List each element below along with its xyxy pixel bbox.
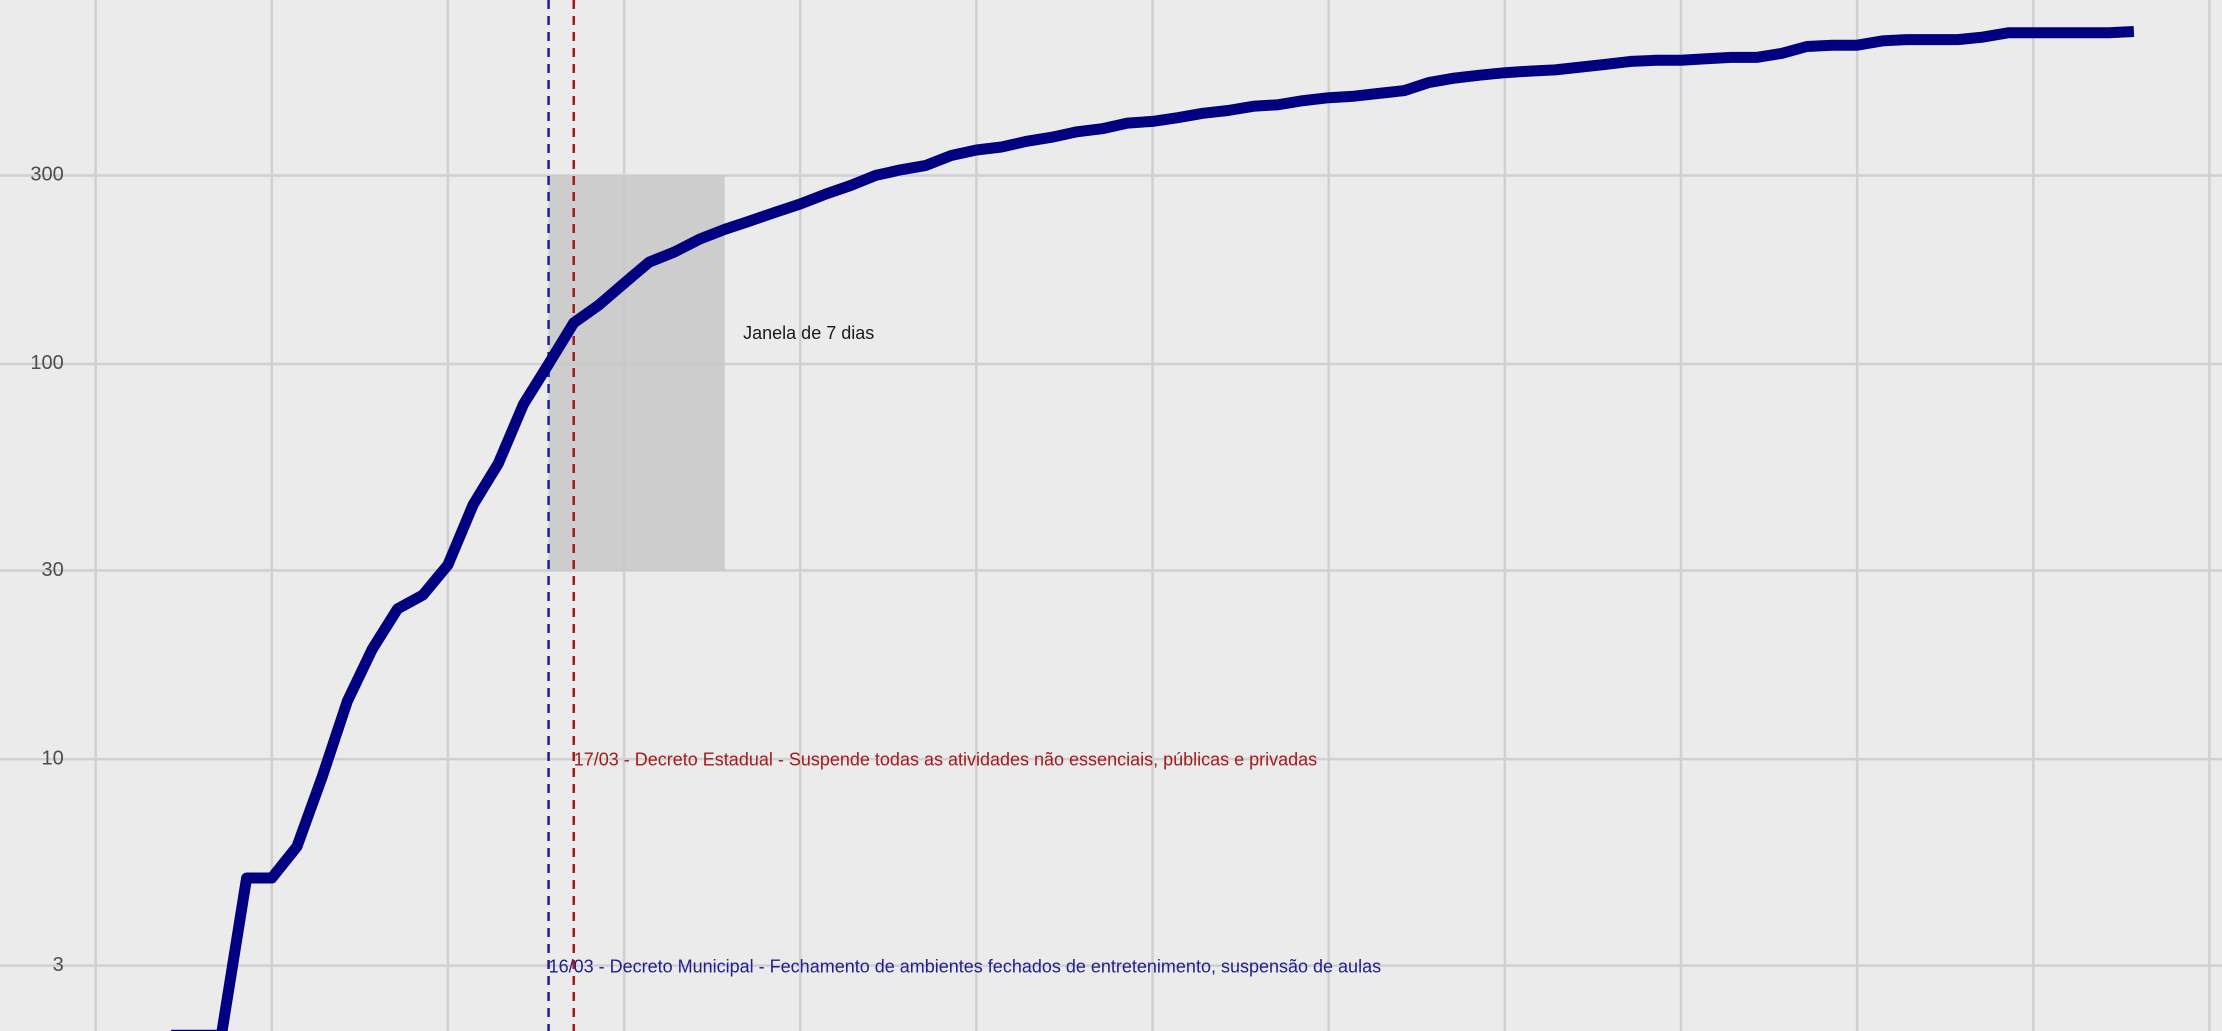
y-tick-label: 3 bbox=[53, 954, 64, 976]
shade-label: Janela de 7 dias bbox=[743, 323, 874, 343]
y-tick-label: 30 bbox=[42, 559, 64, 581]
y-tick-label: 300 bbox=[30, 164, 63, 186]
event-label: 17/03 - Decreto Estadual - Suspende toda… bbox=[574, 750, 1317, 770]
y-tick-label: 10 bbox=[42, 747, 64, 769]
data-line bbox=[171, 26, 2135, 1031]
y-tick-label: 100 bbox=[30, 352, 63, 374]
event-label: 16/03 - Decreto Municipal - Fechamento d… bbox=[549, 957, 1382, 977]
